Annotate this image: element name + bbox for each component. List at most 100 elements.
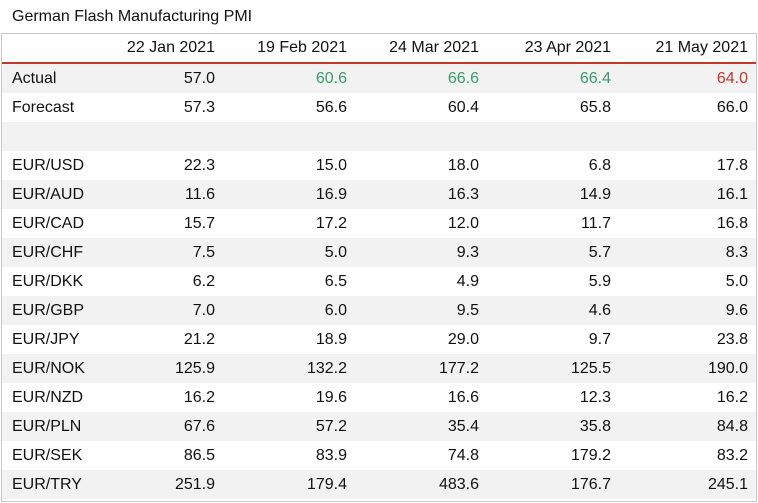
table-cell: 9.5 [456, 301, 479, 319]
table-cell [225, 122, 357, 151]
table-cell: 65.8 [579, 98, 611, 116]
table-cell: 11.7 [581, 214, 611, 232]
row-label: Forecast [12, 98, 75, 116]
table-row: EUR/PLN 67.6 57.2 35.4 35.8 84.8 [2, 412, 756, 441]
header-cell: 23 Apr 2021 [524, 39, 611, 56]
table-cell: 83.9 [315, 446, 347, 464]
table-cell: 5.7 [588, 243, 611, 261]
row-label: EUR/GBP [12, 301, 85, 319]
table-cell: 9.6 [725, 301, 748, 319]
header-cell: 19 Feb 2021 [257, 39, 347, 56]
row-label: EUR/USD [12, 156, 85, 174]
table-cell: 18.9 [315, 330, 347, 348]
table-cell [357, 122, 489, 151]
row-label: EUR/CHF [12, 243, 84, 261]
row-label: EUR/TRY [12, 475, 82, 493]
table-cell: 251.9 [174, 475, 215, 493]
table-cell: 66.4 [579, 69, 611, 87]
table-cell: 15.7 [183, 214, 215, 232]
table-cell: 16.3 [447, 185, 479, 203]
table-cell: 14.9 [579, 185, 611, 203]
table-cell: 245.1 [707, 475, 748, 493]
row-label [2, 122, 94, 151]
table-row: EUR/NZD 16.2 19.6 16.6 12.3 16.2 [2, 383, 756, 412]
table-cell: 17.2 [315, 214, 347, 232]
table-cell: 84.8 [716, 417, 748, 435]
table-cell: 64.0 [716, 69, 748, 87]
table-cell: 67.6 [183, 417, 215, 435]
table-cell: 21.2 [183, 330, 215, 348]
pmi-table: 22 Jan 2021 19 Feb 2021 24 Mar 2021 23 A… [2, 34, 756, 499]
table-cell: 16.9 [315, 185, 347, 203]
table-cell [621, 122, 756, 151]
table-cell: 5.0 [725, 272, 748, 290]
table-cell: 190.0 [707, 359, 748, 377]
row-label: EUR/JPY [12, 330, 80, 348]
table-cell: 57.2 [315, 417, 347, 435]
table-row: EUR/CAD 15.7 17.2 12.0 11.7 16.8 [2, 209, 756, 238]
row-label: EUR/SEK [12, 446, 83, 464]
table-cell: 16.1 [716, 185, 748, 203]
header-cell [2, 34, 94, 63]
row-label: EUR/PLN [12, 417, 82, 435]
table-cell: 56.6 [315, 98, 347, 116]
table-cell: 23.8 [716, 330, 748, 348]
table-cell: 8.3 [725, 243, 748, 261]
table-cell: 16.2 [183, 388, 215, 406]
table-cell: 66.6 [447, 69, 479, 87]
row-label: EUR/DKK [12, 272, 84, 290]
table-cell: 5.9 [588, 272, 611, 290]
table-cell: 60.4 [447, 98, 479, 116]
table-cell: 16.6 [447, 388, 479, 406]
table-row: EUR/JPY 21.2 18.9 29.0 9.7 23.8 [2, 325, 756, 354]
table-cell [489, 122, 621, 151]
table-row: EUR/SEK 86.5 83.9 74.8 179.2 83.2 [2, 441, 756, 470]
table-cell: 4.9 [456, 272, 479, 290]
table-row: EUR/AUD 11.6 16.9 16.3 14.9 16.1 [2, 180, 756, 209]
table-row: EUR/CHF 7.5 5.0 9.3 5.7 8.3 [2, 238, 756, 267]
table-row: Forecast 57.3 56.6 60.4 65.8 66.0 [2, 93, 756, 122]
table-cell: 17.8 [716, 156, 748, 174]
table-cell: 5.0 [324, 243, 347, 261]
row-label: EUR/AUD [12, 185, 85, 203]
table-cell: 83.2 [716, 446, 748, 464]
table-cell: 57.3 [183, 98, 215, 116]
table-cell: 74.8 [447, 446, 479, 464]
table-cell [94, 122, 225, 151]
table-cell: 483.6 [438, 475, 479, 493]
table-cell: 176.7 [570, 475, 611, 493]
table-cell: 132.2 [306, 359, 347, 377]
table-row [2, 122, 756, 151]
table-cell: 179.2 [570, 446, 611, 464]
table-cell: 19.6 [315, 388, 347, 406]
table-row: Actual 57.0 60.6 66.6 66.4 64.0 [2, 63, 756, 93]
table-row: EUR/USD 22.3 15.0 18.0 6.8 17.8 [2, 151, 756, 180]
header-cell: 24 Mar 2021 [389, 39, 479, 56]
table-cell: 86.5 [183, 446, 215, 464]
table-cell: 11.6 [185, 185, 215, 203]
table-cell: 66.0 [716, 98, 748, 116]
table-cell: 12.0 [447, 214, 479, 232]
table-row: EUR/TRY 251.9 179.4 483.6 176.7 245.1 [2, 470, 756, 499]
table-cell: 125.9 [174, 359, 215, 377]
table-cell: 6.0 [324, 301, 347, 319]
table-cell: 6.2 [192, 272, 215, 290]
table-cell: 35.8 [579, 417, 611, 435]
table-cell: 6.8 [588, 156, 611, 174]
row-label: EUR/NZD [12, 388, 84, 406]
table-title: German Flash Manufacturing PMI [12, 8, 253, 25]
table-cell: 15.0 [315, 156, 347, 174]
table-cell: 9.7 [588, 330, 611, 348]
table-cell: 4.6 [588, 301, 611, 319]
table-cell: 18.0 [447, 156, 479, 174]
data-table-container: 22 Jan 2021 19 Feb 2021 24 Mar 2021 23 A… [1, 33, 757, 502]
row-label: EUR/NOK [12, 359, 85, 377]
table-cell: 177.2 [438, 359, 479, 377]
table-row: EUR/GBP 7.0 6.0 9.5 4.6 9.6 [2, 296, 756, 325]
table-cell: 60.6 [315, 69, 347, 87]
row-label: Actual [12, 69, 57, 87]
table-cell: 57.0 [183, 69, 215, 87]
table-cell: 16.8 [716, 214, 748, 232]
table-cell: 7.5 [192, 243, 215, 261]
table-cell: 16.2 [716, 388, 748, 406]
